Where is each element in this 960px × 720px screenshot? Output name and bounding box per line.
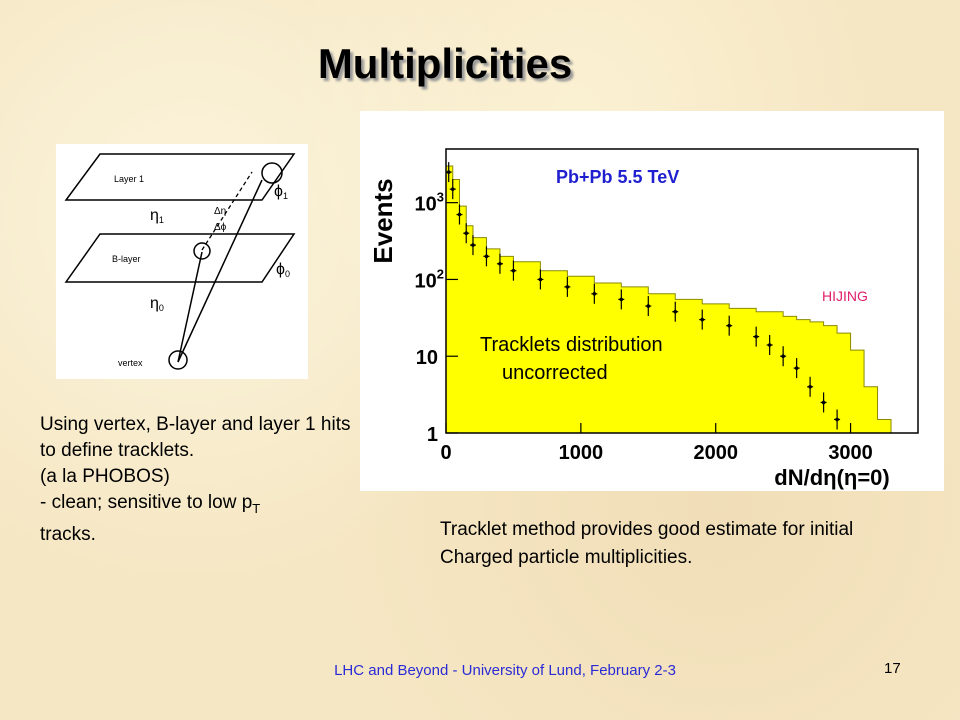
blayer-label: B-layer [112,254,141,264]
tracklet-point [834,409,841,430]
tracklet-marker [808,384,812,389]
tracklet-marker [446,170,451,174]
tracklet-point [537,269,544,290]
tracklet-marker [484,254,489,259]
eta1-label: η1 [150,207,164,225]
vertex-label: vertex [118,358,143,368]
projection-dashed-line [201,171,253,251]
x-axis-label: dN/dη(η=0) [774,465,890,490]
tracklet-marker [592,292,597,296]
tracklet-line [177,179,263,363]
tracklet-point [766,334,773,356]
tracklet-marker [471,243,475,247]
tracklet-marker [727,323,731,328]
tracklet-marker [754,334,758,339]
description-line-1: Using vertex, B-layer and layer 1 hits t… [40,414,351,461]
tracklet-point [449,179,456,200]
tracklet-marker [538,277,543,282]
tracklet-marker [700,317,705,322]
description-line-3: - clean; sensitive to low pT [40,492,261,516]
tracklet-point [780,346,787,367]
x-tick-label: 3000 [828,442,873,464]
layer1-label: Layer 1 [114,174,144,184]
tracklet-marker [821,400,826,405]
tracklet-marker [767,343,772,347]
tracklet-marker [794,366,799,370]
tracklet-point [469,235,476,256]
blayer-plane [64,233,296,283]
tracklet-marker [646,304,651,308]
tracklet-point [726,315,733,336]
tracklet-point [793,358,800,379]
y-tick-label: 103 [415,190,444,216]
x-tick-label: 1000 [559,442,604,464]
tracklet-marker [464,231,469,236]
plot-frame [445,148,919,434]
tracklet-point [510,260,517,281]
layer1-plane [64,153,296,201]
phi1-label: ϕ1 [274,183,288,201]
hijing-label: HIJING [822,288,868,304]
tracklet-point [645,296,652,317]
tracklet-diagram: Layer 1 B-layer vertex ϕ1 ϕ0 η1 η0 Δη Δϕ [56,144,308,379]
tracklet-marker [565,285,570,289]
chart-axes: 0 1000 2000 3000 1 10 102 103 [415,190,873,464]
description-line-2: (a la PHOBOS) [40,466,170,487]
x-tick-label: 0 [440,442,451,464]
delta-eta-label: Δη [214,206,226,217]
multiplicity-chart-svg: 0 1000 2000 3000 1 10 102 103 Events dN/dη(η=0)… [368,148,919,490]
tracklet-marker [835,417,839,422]
slide-footer: LHC and Beyond - University of Lund, Feb… [334,662,676,679]
delta-phi-label: Δϕ [214,222,227,233]
tracklet-point [463,223,470,244]
blayer-track-line [177,251,203,363]
tracklet-description: Using vertex, B-layer and layer 1 hits t… [40,412,370,548]
chart-title: Pb+Pb 5.5 TeV [556,167,679,187]
tracklet-point [820,392,827,413]
x-tick-label: 2000 [693,442,738,464]
slide-title: Multiplicities [317,40,573,87]
tracklet-point [672,301,679,322]
phi0-label: ϕ0 [276,261,290,279]
tracklet-marker [450,187,455,191]
multiplicity-chart: 0 1000 2000 3000 1 10 102 103 Events dN/dη(η=0)… [360,111,944,491]
y-tick-label: 1 [427,424,438,446]
tracklets-label-line1: Tracklets distribution [480,334,663,356]
y-axis-label: Events [368,178,398,263]
tracklet-point [753,326,760,347]
tracklet-point [483,246,490,267]
tracklet-point [496,253,503,274]
tracklet-point [618,289,625,310]
eta0-label: η0 [150,295,164,313]
tracklet-diagram-svg: Layer 1 B-layer vertex ϕ1 ϕ0 η1 η0 Δη Δϕ [64,153,296,370]
tracklet-marker [457,212,462,217]
tracklets-label-line2: uncorrected [502,362,608,384]
tracklet-point [564,276,571,297]
y-tick-label: 102 [415,266,444,292]
tracklet-point [699,309,706,330]
page-number: 17 [884,660,901,677]
layer1-hit [261,162,283,184]
tracklet-marker [511,268,516,273]
tracklet-marker [781,354,785,359]
vertex-point [168,350,188,370]
tracklet-point [456,204,463,225]
tracklet-marker [673,309,678,314]
description-line-4: tracks. [40,523,96,545]
tracklet-points [445,162,841,430]
blayer-hit [193,242,211,260]
tracklet-point [591,283,598,304]
method-summary: Tracklet method provides good estimate f… [440,519,854,568]
tracklet-marker [619,297,624,302]
tracklet-marker [498,261,502,266]
tracklet-point [807,376,814,397]
y-tick-label: 10 [416,347,438,369]
